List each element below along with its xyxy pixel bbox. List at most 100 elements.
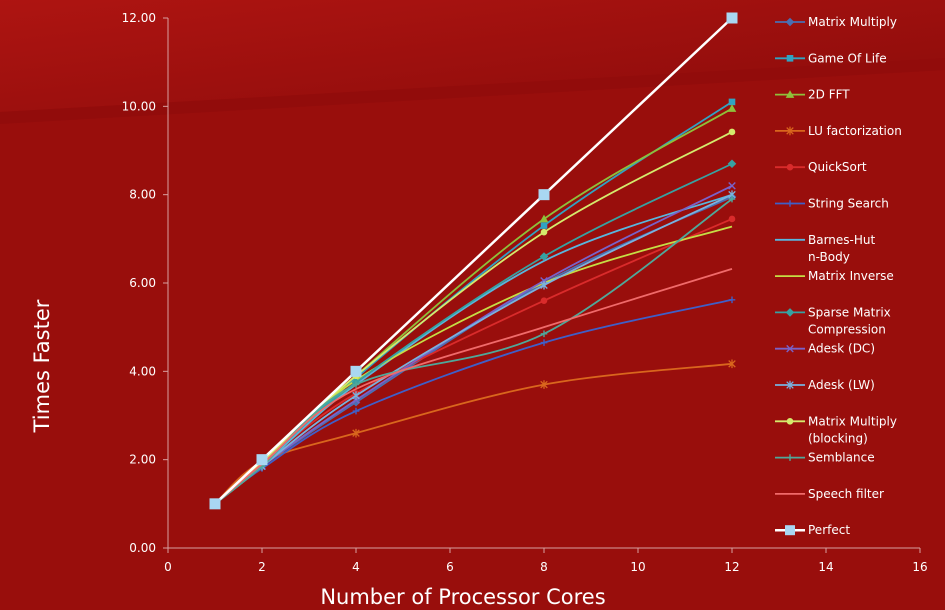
x-tick-label: 2 — [258, 560, 266, 574]
data-point — [728, 359, 736, 369]
legend-swatch-marker — [785, 90, 795, 98]
data-point — [352, 428, 360, 438]
legend-label: Barnes-Hut n-Body — [808, 233, 876, 264]
legend-label: Perfect — [808, 523, 850, 537]
data-point — [726, 12, 738, 24]
x-tick-label: 10 — [630, 560, 645, 574]
legend-label: Speech filter — [808, 487, 884, 501]
series-line — [214, 17, 733, 505]
data-point — [540, 228, 548, 236]
series-line — [214, 198, 733, 505]
legend-swatch-marker — [785, 17, 795, 27]
x-tick-label: 16 — [912, 560, 927, 574]
legend-label: Adesk (DC) — [808, 342, 875, 356]
y-tick-label: 6.00 — [129, 276, 156, 290]
data-point — [540, 297, 548, 304]
legend-item-speech-filter: Speech filter — [775, 487, 884, 501]
chart-legend: Matrix Multiply Game Of Life 2D FFT LU fact… — [775, 15, 902, 537]
series-matrix-multiply — [210, 192, 737, 509]
legend-label: QuickSort — [808, 160, 867, 174]
data-point — [540, 280, 548, 290]
series-line — [214, 298, 733, 505]
legend-item-quicksort: QuickSort — [775, 160, 867, 174]
data-point — [728, 182, 736, 190]
y-tick-label: 4.00 — [129, 364, 156, 378]
legend-swatch-marker — [786, 418, 794, 425]
series-adesk-lw — [211, 190, 736, 509]
legend-swatch-marker — [786, 163, 794, 171]
data-point — [538, 189, 550, 201]
chart-series — [209, 12, 738, 510]
legend-item-semblance: Semblance — [775, 451, 875, 465]
legend-label: Adesk (LW) — [808, 378, 875, 392]
series-barnes-hut-n-body — [214, 193, 733, 505]
chart-axes: 0.00 2.00 4.00 6.00 8.00 10.00 12.00 0 2 4 6 8 10 12 1… — [122, 11, 928, 574]
legend-swatch-marker — [786, 200, 794, 207]
data-point — [350, 365, 362, 377]
series-line — [214, 193, 733, 505]
data-point — [727, 104, 737, 112]
legend-item-2d-fft: 2D FFT — [775, 88, 850, 102]
y-tick-label: 10.00 — [122, 99, 156, 113]
legend-item-game-of-life: Game Of Life — [775, 51, 887, 65]
legend-label: LU factorization — [808, 124, 902, 138]
y-tick-label: 0.00 — [129, 541, 156, 555]
x-tick-label: 14 — [818, 560, 833, 574]
data-point — [352, 381, 360, 388]
background-swoosh — [0, 0, 945, 112]
series-line — [214, 185, 733, 505]
y-tick-label: 12.00 — [122, 11, 156, 25]
x-tick-label: 4 — [352, 560, 360, 574]
data-point — [540, 330, 548, 338]
data-point — [209, 498, 221, 510]
legend-swatch-marker — [786, 344, 794, 353]
legend-label: Matrix Multiply — [808, 15, 897, 29]
legend-item-adesk-dc: Adesk (DC) — [775, 342, 875, 356]
legend-label: Semblance — [808, 451, 875, 465]
legend-swatch-marker — [785, 525, 795, 536]
legend-label: Game Of Life — [808, 51, 887, 65]
data-point — [728, 296, 736, 304]
series-line — [214, 268, 733, 505]
legend-item-adesk-lw: Adesk (LW) — [775, 378, 875, 392]
data-point — [728, 195, 736, 203]
legend-item-barnes-hut-n-body: Barnes-Hut n-Body — [775, 233, 876, 264]
series-adesk-dc — [211, 182, 736, 508]
x-axis-title: Number of Processor Cores — [320, 585, 605, 609]
series-perfect — [209, 12, 738, 510]
legend-label: String Search — [808, 197, 889, 211]
x-tick-label: 0 — [164, 560, 172, 574]
legend-label: Sparse Matrix Compression — [808, 305, 891, 336]
legend-swatch-marker — [786, 454, 794, 461]
legend-swatch-marker — [786, 55, 794, 62]
data-point — [540, 380, 548, 389]
legend-item-matrix-multiply: Matrix Multiply — [775, 15, 897, 29]
legend-item-sparse-matrix-compression: Sparse Matrix Compression — [775, 305, 891, 336]
data-point — [728, 215, 736, 223]
legend-label: Matrix Inverse — [808, 269, 894, 283]
legend-item-perfect: Perfect — [775, 523, 850, 537]
data-point — [728, 98, 736, 106]
data-point — [727, 159, 737, 169]
legend-item-lu-factorization: LU factorization — [775, 124, 902, 138]
data-point — [540, 222, 548, 229]
legend-label: 2D FFT — [808, 88, 850, 102]
legend-item-matrix-inverse: Matrix Inverse — [775, 269, 894, 283]
legend-item-string-search: String Search — [775, 197, 889, 211]
series-semblance — [211, 195, 736, 508]
data-point — [540, 339, 548, 346]
legend-swatch-marker — [786, 380, 794, 390]
series-line — [214, 196, 733, 505]
series-speech-filter — [214, 268, 733, 505]
data-point — [256, 454, 268, 466]
y-tick-label: 2.00 — [129, 453, 156, 467]
data-point — [728, 128, 736, 136]
y-tick-label: 8.00 — [129, 188, 156, 202]
x-tick-label: 8 — [540, 560, 548, 574]
legend-swatch-marker — [785, 308, 795, 317]
series-string-search — [211, 296, 736, 508]
data-point — [352, 407, 360, 415]
data-point — [352, 391, 360, 400]
